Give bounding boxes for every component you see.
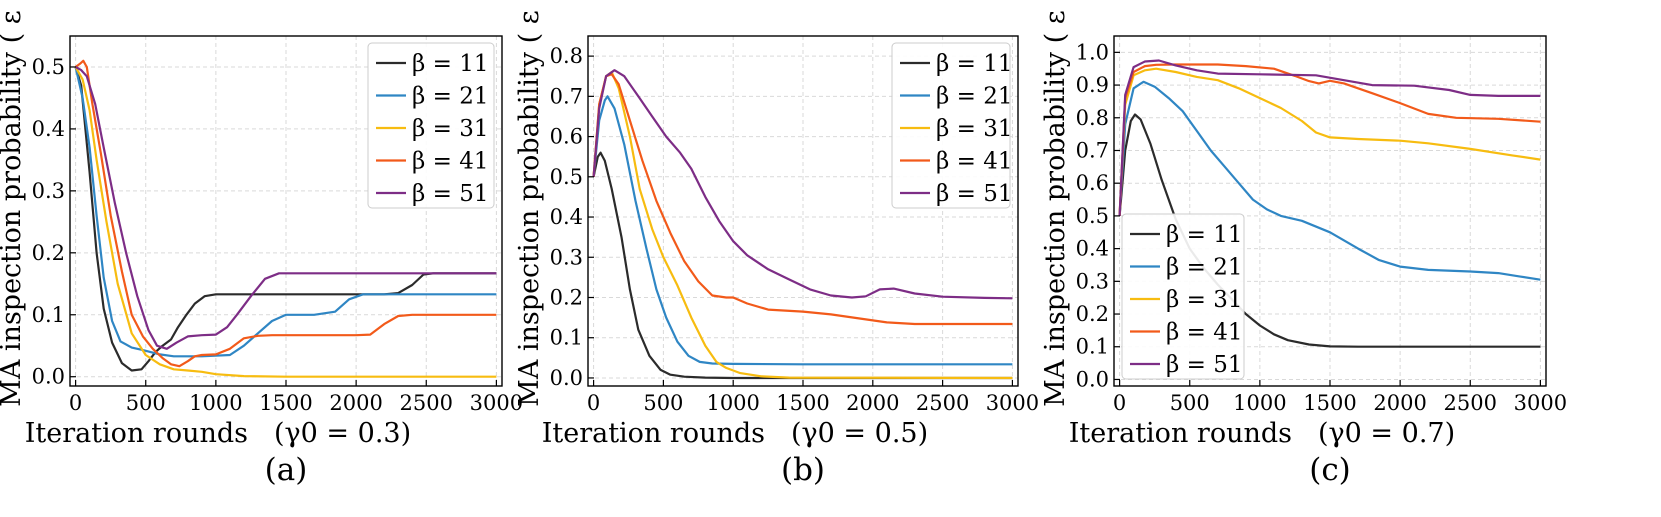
y-tick-label: 0.9	[1076, 73, 1109, 97]
y-tick-label: 0.4	[1076, 237, 1109, 261]
y-tick-label: 0.5	[550, 165, 583, 189]
series-line-beta-31	[1118, 67, 1541, 216]
x-tick-label: 500	[126, 391, 166, 415]
y-tick-label: 0.7	[550, 84, 583, 108]
x-tick-label: 500	[1170, 391, 1210, 415]
y-tick-label: 0.2	[32, 241, 65, 265]
y-axis-label: MA inspection probability ( ε )	[514, 0, 545, 407]
series-line-beta-21	[74, 66, 497, 358]
legend: β = 11 β = 21 β = 31 β = 41 β = 51	[367, 42, 495, 209]
panel-label: (a)	[265, 452, 308, 488]
y-tick-label: 0.6	[550, 125, 583, 149]
legend-label-beta-21: β = 21	[1166, 255, 1242, 281]
x-tick-label: 1500	[1303, 391, 1356, 415]
y-tick-label: 0.7	[1076, 138, 1109, 162]
series-line-beta-41	[74, 59, 497, 368]
y-tick-label: 0.0	[1076, 367, 1109, 391]
x-tick-label: 0	[587, 391, 600, 415]
y-tick-label: 0.4	[550, 205, 583, 229]
y-tick-label: 0.3	[32, 179, 65, 203]
panel-label: (b)	[781, 452, 825, 488]
gamma-annotation: (γ0 = 0.5)	[791, 418, 928, 449]
y-tick-label: 0.4	[32, 117, 65, 141]
y-axis-label: MA inspection probability ( ε )	[0, 0, 27, 407]
y-tick-label: 0.5	[32, 55, 65, 79]
legend-label-beta-21: β = 21	[412, 84, 488, 110]
x-tick-label: 1000	[706, 391, 759, 415]
legend-label-beta-31: β = 31	[412, 116, 488, 142]
x-axis-label: Iteration rounds	[542, 418, 765, 449]
chart-panel-c: 0 500 1000 1500 2000 2500 3000 0.0 0.1 0.2 0.3 0.4 0…	[1040, 0, 1567, 488]
y-tick-label: 0.5	[1076, 204, 1109, 228]
y-tick-label: 0.2	[550, 285, 583, 309]
y-tick-label: 0.2	[1076, 302, 1109, 326]
legend-label-beta-31: β = 31	[1166, 287, 1242, 313]
legend-label-beta-11: β = 11	[1166, 222, 1242, 248]
x-tick-label: 1500	[259, 391, 312, 415]
y-tick-label: 0.3	[550, 245, 583, 269]
legend-label-beta-51: β = 51	[412, 181, 488, 207]
legend-label-beta-51: β = 51	[936, 181, 1012, 207]
series-line-beta-51	[1118, 59, 1541, 216]
legend-label-beta-31: β = 31	[936, 116, 1012, 142]
series-line-beta-21	[1118, 80, 1541, 281]
y-tick-label: 0.8	[550, 44, 583, 68]
x-axis-label: Iteration rounds	[25, 418, 248, 449]
x-tick-label: 3000	[470, 391, 523, 415]
x-tick-label: 1500	[776, 391, 829, 415]
y-tick-label: 0.6	[1076, 171, 1109, 195]
y-tick-label: 0.0	[550, 366, 583, 390]
x-tick-label: 2500	[400, 391, 453, 415]
legend: β = 11 β = 21 β = 31 β = 41 β = 51	[891, 42, 1012, 209]
legend-box	[1121, 213, 1245, 380]
gamma-annotation: (γ0 = 0.3)	[274, 418, 411, 449]
y-tick-label: 0.1	[1076, 335, 1109, 359]
x-tick-label: 2500	[1444, 391, 1497, 415]
x-tick-label: 3000	[1514, 391, 1567, 415]
chart-panel-a: 0 500 1000 1500 2000 2500 3000 0.0 0.1 0.2 0.3 0.4 0…	[0, 0, 523, 488]
x-tick-label: 2000	[846, 391, 899, 415]
legend-label-beta-41: β = 41	[412, 149, 488, 175]
series-line-beta-51	[75, 66, 497, 350]
y-tick-label: 0.1	[32, 303, 65, 327]
chart-panel-b: 0 500 1000 1500 2000 2500 3000 0.0 0.1 0.2 0.3 0.4 0…	[514, 0, 1039, 488]
y-tick-label: 0.8	[1076, 106, 1109, 130]
x-axis-label: Iteration rounds	[1069, 418, 1292, 449]
legend-label-beta-11: β = 11	[936, 51, 1012, 77]
x-tick-label: 3000	[986, 391, 1039, 415]
x-tick-label: 500	[643, 391, 683, 415]
y-tick-label: 0.0	[32, 365, 65, 389]
series-line-beta-41	[592, 73, 1013, 326]
y-tick-label: 0.3	[1076, 269, 1109, 293]
y-axis-label: MA inspection probability ( ε )	[1040, 0, 1071, 407]
series-line-beta-51	[592, 69, 1013, 300]
legend-label-beta-51: β = 51	[1166, 352, 1242, 378]
series-line-beta-41	[1118, 63, 1541, 216]
y-tick-label: 1.0	[1076, 40, 1109, 64]
panel-label: (c)	[1309, 452, 1351, 488]
x-tick-label: 2000	[329, 391, 382, 415]
legend-label-beta-21: β = 21	[936, 84, 1012, 110]
legend-label-beta-41: β = 41	[936, 149, 1012, 175]
x-tick-label: 2000	[1373, 391, 1426, 415]
x-tick-label: 1000	[189, 391, 242, 415]
y-tick-label: 0.1	[550, 326, 583, 350]
x-tick-label: 1000	[1233, 391, 1286, 415]
x-tick-label: 0	[1113, 391, 1126, 415]
series-line-beta-31	[74, 66, 497, 378]
gamma-annotation: (γ0 = 0.7)	[1318, 418, 1455, 449]
legend: β = 11 β = 21 β = 31 β = 41 β = 51	[1121, 213, 1245, 380]
series-line-beta-11	[592, 151, 1013, 380]
x-tick-label: 2500	[916, 391, 969, 415]
x-tick-label: 0	[69, 391, 82, 415]
legend-box	[891, 42, 1011, 209]
legend-label-beta-41: β = 41	[1166, 320, 1242, 346]
legend-label-beta-11: β = 11	[412, 51, 488, 77]
legend-box	[367, 42, 495, 209]
